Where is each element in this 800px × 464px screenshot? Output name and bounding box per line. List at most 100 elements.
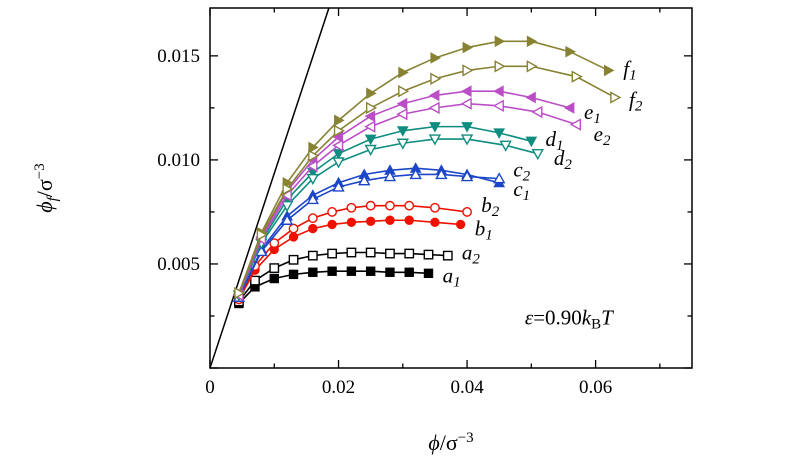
open-triangle-down-marker [531,148,544,161]
series-label-d1: d1 [545,127,563,154]
filled-triangle-left-marker [525,91,536,104]
open-triangle-left-marker [531,105,543,119]
open-circle-marker [346,202,357,213]
filled-circle-marker [430,217,440,228]
open-triangle-right-marker [430,72,442,85]
series-e2 [232,97,582,302]
filled-circle-marker [308,223,318,234]
open-triangle-right-marker [256,228,268,242]
filled-circle-marker [346,217,357,228]
filled-square-marker [327,266,337,276]
open-triangle-down-marker [460,134,474,146]
series-line-e1 [238,90,571,296]
y-axis-label: ϕf/σ−3 [32,163,61,213]
open-triangle-down-marker [332,157,345,169]
filled-triangle-left-marker [428,89,440,102]
open-square-marker [365,247,376,258]
x-tick-label: 0.06 [579,377,612,398]
filled-triangle-right-marker [462,41,474,54]
open-triangle-right-marker [333,124,345,137]
filled-triangle-right-marker [366,87,377,100]
filled-circle-marker [385,215,395,225]
open-triangle-up-marker [332,180,345,192]
open-square-marker [346,247,357,258]
open-triangle-down-marker [364,144,377,156]
open-square-marker [307,250,318,261]
filled-circle-marker [288,232,299,242]
open-circle-marker [327,207,338,217]
filled-triangle-down-marker [364,134,377,146]
open-triangle-right-marker [308,149,320,162]
filled-square-marker [346,266,357,276]
filled-square-marker [385,267,395,277]
filled-square-marker [288,269,299,280]
series-label-f1: f1 [623,56,636,83]
y-tick-label: 0.005 [157,254,200,275]
open-triangle-left-marker [460,97,472,110]
series-label-a2: a2 [462,241,481,268]
open-triangle-left-marker [332,139,344,152]
open-square-marker [250,275,260,286]
open-triangle-right-marker [610,91,622,104]
open-triangle-right-marker [494,60,506,73]
filled-triangle-left-marker [396,97,408,110]
open-circle-marker [404,200,415,211]
epsilon-annotation: ε=0.90kBT [525,305,614,332]
filled-circle-marker [404,215,414,225]
open-square-marker [423,249,434,260]
open-triangle-up-marker [460,170,474,182]
x-tick-label: 0 [205,377,215,398]
series-label-c2: c2 [513,157,530,184]
series-label-b2: b2 [481,193,500,220]
filled-square-marker [308,267,318,277]
filled-square-marker [404,267,414,277]
open-circle-marker [269,238,280,249]
open-triangle-right-marker [571,70,583,83]
series-label-f2: f2 [629,88,643,115]
open-square-marker [327,248,338,259]
open-circle-marker [288,223,299,234]
open-triangle-right-marker [365,101,378,115]
series-label-e2: e2 [594,122,611,149]
open-triangle-up-marker [435,168,448,180]
open-square-marker [404,248,415,259]
open-triangle-up-marker [306,193,320,205]
filled-square-marker [269,273,279,284]
x-tick-label: 0.02 [322,377,355,398]
open-triangle-up-marker [383,170,397,182]
open-circle-marker [385,200,395,211]
filled-triangle-down-marker [493,128,506,139]
axis-frame [209,7,693,369]
open-triangle-left-marker [364,120,376,133]
open-triangle-right-marker [234,286,246,300]
filled-triangle-down-marker [396,126,409,137]
filled-triangle-left-marker [461,85,472,98]
filled-triangle-down-marker [461,122,473,133]
open-triangle-left-marker [492,99,504,112]
open-square-marker [385,248,395,259]
filled-triangle-right-marker [565,45,576,58]
filled-triangle-down-marker [332,149,345,160]
axis-ticks [209,8,692,369]
open-triangle-right-marker [526,60,538,73]
open-square-marker [288,254,299,265]
series-label-e1: e1 [584,100,601,127]
filled-triangle-right-marker [398,66,409,79]
open-triangle-up-marker [358,174,371,186]
open-triangle-up-marker [280,213,294,225]
open-triangle-left-marker [396,107,408,121]
open-triangle-down-marker [428,134,442,146]
open-triangle-up-marker [409,168,422,180]
open-triangle-right-marker [398,85,410,98]
series-label-d2: d2 [554,146,573,173]
open-circle-marker [462,207,472,217]
series-f1 [234,35,615,299]
x-axis-label: ϕ/σ−3 [428,430,473,455]
filled-square-marker [365,266,376,276]
open-triangle-up-marker [255,245,268,257]
open-triangle-right-marker [462,64,474,77]
filled-triangle-right-marker [308,141,319,154]
open-triangle-down-marker [396,138,409,150]
open-square-marker [269,263,280,274]
